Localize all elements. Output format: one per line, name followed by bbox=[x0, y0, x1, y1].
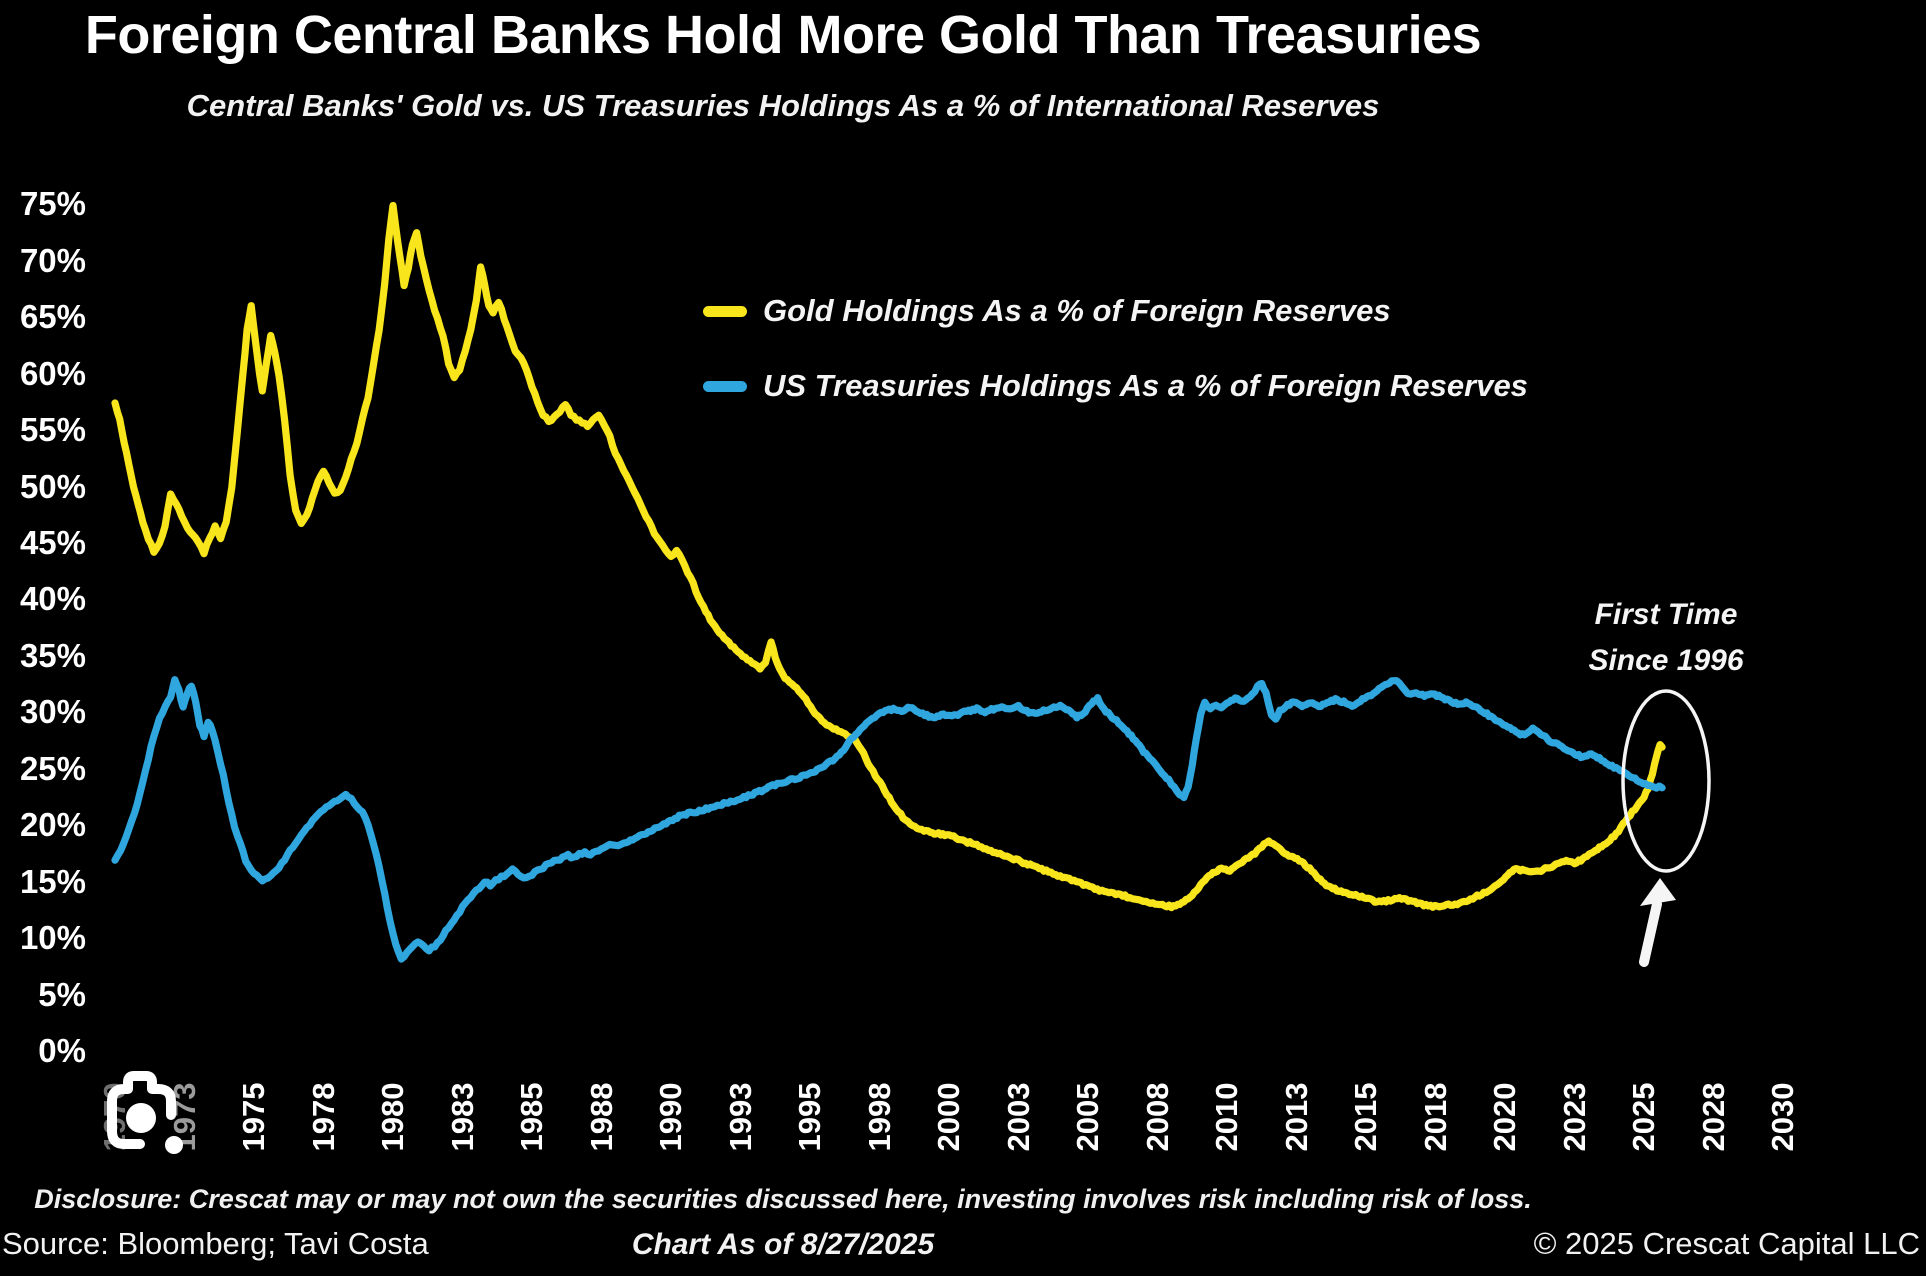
copyright-text: © 2025 Crescat Capital LLC bbox=[1533, 1226, 1920, 1261]
x-axis-label: 2000 bbox=[931, 1082, 966, 1152]
y-axis-label: 15% bbox=[19, 862, 86, 900]
up-arrow-icon bbox=[1639, 899, 1662, 967]
x-axis-label: 2025 bbox=[1626, 1082, 1661, 1152]
x-axis-label: 1990 bbox=[653, 1082, 688, 1152]
y-axis-label: 5% bbox=[38, 975, 86, 1013]
x-axis-label: 1988 bbox=[583, 1082, 619, 1152]
crossing-highlight-ellipse bbox=[1621, 689, 1711, 873]
x-axis-label: 2023 bbox=[1556, 1082, 1592, 1152]
x-axis-label: 1998 bbox=[861, 1082, 897, 1152]
treasuries-line bbox=[111, 676, 1666, 963]
y-axis-label: 75% bbox=[19, 185, 86, 223]
annotation-line2: Since 1996 bbox=[1588, 644, 1744, 677]
x-axis-label: 1975 bbox=[236, 1082, 271, 1152]
y-axis-label: 30% bbox=[19, 693, 86, 731]
x-axis-label: 2008 bbox=[1139, 1082, 1175, 1152]
x-axis-label: 2018 bbox=[1417, 1082, 1453, 1152]
camera-lens-icon[interactable] bbox=[100, 1068, 190, 1162]
x-axis-label: 1978 bbox=[305, 1082, 341, 1152]
y-axis-label: 0% bbox=[38, 1032, 86, 1069]
x-axis-label: 2010 bbox=[1209, 1082, 1244, 1152]
legend-item-treasuries: US Treasuries Holdings As a % of Foreign… bbox=[703, 366, 1528, 406]
up-arrow-head bbox=[1640, 878, 1676, 906]
x-axis-label: 2028 bbox=[1695, 1082, 1731, 1152]
x-axis-label: 1980 bbox=[375, 1082, 410, 1152]
disclosure-text: Disclosure: Crescat may or may not own t… bbox=[34, 1184, 1532, 1214]
x-axis-label: 2020 bbox=[1487, 1082, 1522, 1152]
y-axis-label: 10% bbox=[19, 919, 86, 957]
y-axis-label: 50% bbox=[19, 467, 86, 505]
legend-label-treasuries: US Treasuries Holdings As a % of Foreign… bbox=[763, 368, 1528, 403]
source-text: Source: Bloomberg; Tavi Costa bbox=[2, 1226, 429, 1261]
gold-line bbox=[111, 201, 1666, 912]
legend-label-gold: Gold Holdings As a % of Foreign Reserves bbox=[763, 293, 1391, 328]
y-axis-label: 35% bbox=[19, 636, 86, 674]
page-title: Foreign Central Banks Hold More Gold Tha… bbox=[84, 5, 1482, 65]
y-axis-label: 60% bbox=[19, 354, 86, 392]
annotation-line1: First Time bbox=[1594, 598, 1738, 631]
y-axis-label: 65% bbox=[19, 298, 86, 336]
x-axis-label: 2003 bbox=[1000, 1082, 1036, 1152]
gold-line-swatch bbox=[703, 305, 747, 317]
as-of-date: Chart As of 8/27/2025 bbox=[631, 1228, 935, 1261]
x-axis-label: 1993 bbox=[722, 1082, 758, 1152]
y-axis-label: 40% bbox=[19, 580, 86, 618]
x-axis-label: 2015 bbox=[1348, 1082, 1383, 1152]
x-axis-label: 2005 bbox=[1070, 1082, 1105, 1152]
y-axis-label: 45% bbox=[19, 524, 86, 562]
treasuries-line-swatch bbox=[703, 380, 747, 392]
y-axis-label: 55% bbox=[19, 411, 86, 449]
annotation-first-time-since-1996: First Time Since 1996 bbox=[1506, 592, 1826, 684]
y-axis-label: 70% bbox=[19, 241, 86, 279]
x-axis-label: 1983 bbox=[444, 1082, 480, 1152]
x-axis-label: 1995 bbox=[792, 1082, 827, 1152]
x-axis-label: 1985 bbox=[514, 1082, 549, 1152]
chart-subtitle: Central Banks' Gold vs. US Treasuries Ho… bbox=[186, 88, 1380, 123]
y-axis-label: 20% bbox=[19, 806, 86, 844]
y-axis-label: 25% bbox=[19, 749, 86, 787]
legend-item-gold: Gold Holdings As a % of Foreign Reserves bbox=[703, 291, 1391, 331]
x-axis-label: 2030 bbox=[1765, 1082, 1800, 1152]
x-axis-label: 2013 bbox=[1278, 1082, 1314, 1152]
